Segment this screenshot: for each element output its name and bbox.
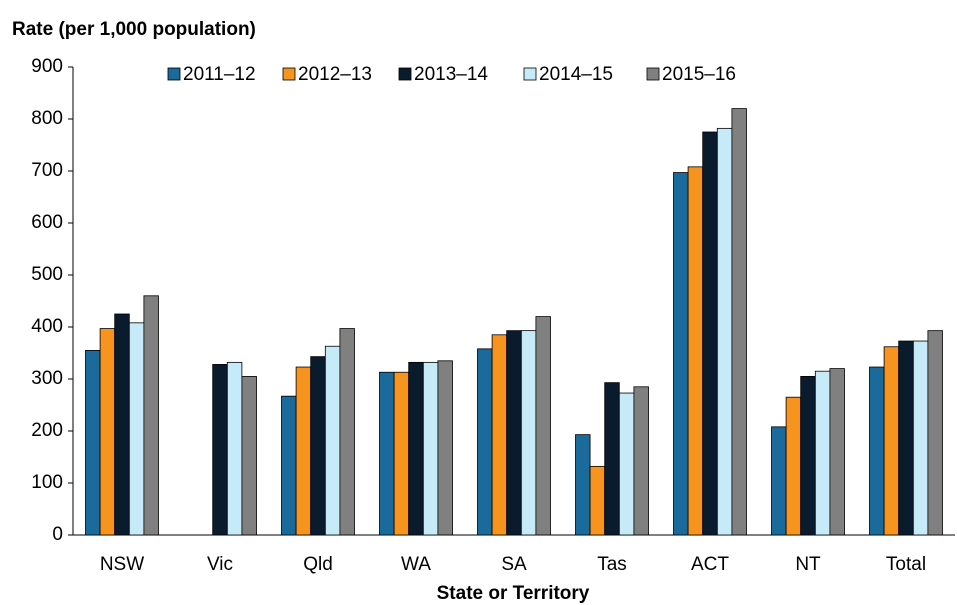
bar bbox=[114, 313, 130, 536]
bar bbox=[437, 360, 453, 536]
legend-swatch bbox=[523, 67, 537, 81]
x-axis-title: State or Territory bbox=[437, 583, 590, 604]
y-tick-label: 400 bbox=[31, 316, 63, 337]
bar bbox=[731, 108, 747, 536]
y-tick-label: 0 bbox=[52, 524, 63, 545]
legend-label: 2012–13 bbox=[298, 64, 372, 85]
x-tick-label: NT bbox=[795, 554, 821, 575]
bar bbox=[869, 366, 885, 536]
bar bbox=[814, 370, 831, 536]
bar bbox=[408, 361, 424, 536]
bar bbox=[687, 166, 704, 536]
bar bbox=[520, 330, 537, 536]
legend-swatch bbox=[398, 67, 412, 81]
x-tick-label: Tas bbox=[597, 554, 627, 575]
y-tick-label: 700 bbox=[31, 160, 63, 181]
y-tick-label: 800 bbox=[31, 108, 63, 129]
bar bbox=[422, 361, 439, 536]
bar bbox=[702, 131, 718, 536]
bar bbox=[618, 392, 635, 536]
bar bbox=[379, 371, 395, 536]
y-tick-label: 500 bbox=[31, 264, 63, 285]
bar bbox=[281, 395, 297, 536]
legend-swatch bbox=[282, 67, 296, 81]
bar bbox=[575, 434, 591, 536]
bar bbox=[829, 368, 845, 536]
legend-swatch bbox=[646, 67, 660, 81]
bar bbox=[716, 127, 733, 536]
y-tick-label: 600 bbox=[31, 212, 63, 233]
bar bbox=[491, 334, 508, 536]
bar bbox=[143, 295, 159, 536]
legend-label: 2011–12 bbox=[183, 64, 256, 85]
y-tick-label: 300 bbox=[31, 368, 63, 389]
x-tick-label: ACT bbox=[691, 554, 729, 575]
x-tick-label: Vic bbox=[207, 554, 233, 575]
bar bbox=[898, 340, 914, 536]
bar bbox=[535, 316, 551, 536]
bar bbox=[589, 465, 606, 536]
bar bbox=[99, 328, 116, 536]
y-tick-label: 100 bbox=[31, 472, 63, 493]
legend-swatch bbox=[167, 67, 181, 81]
x-tick-label: SA bbox=[501, 554, 527, 575]
bar bbox=[324, 345, 341, 536]
bar bbox=[604, 382, 620, 536]
x-tick-label: Total bbox=[886, 554, 926, 575]
y-tick-label: 900 bbox=[31, 56, 63, 77]
bar bbox=[212, 364, 228, 536]
x-tick-label: NSW bbox=[100, 554, 144, 575]
bar bbox=[128, 322, 145, 536]
bar bbox=[226, 361, 243, 536]
bar bbox=[477, 348, 493, 536]
bar bbox=[506, 330, 522, 536]
bar bbox=[771, 426, 787, 536]
bar bbox=[883, 346, 900, 536]
x-tick-label: WA bbox=[401, 554, 431, 575]
bar bbox=[927, 330, 943, 536]
bar bbox=[633, 386, 649, 536]
y-tick-label: 200 bbox=[31, 420, 63, 441]
x-tick-label: Qld bbox=[303, 554, 333, 575]
bar bbox=[673, 172, 689, 536]
bar bbox=[800, 375, 816, 536]
bar bbox=[310, 356, 326, 536]
legend-label: 2014–15 bbox=[539, 64, 613, 85]
bar bbox=[393, 371, 410, 536]
bar bbox=[912, 340, 929, 536]
bar bbox=[85, 349, 101, 536]
bar bbox=[295, 366, 312, 536]
bar bbox=[339, 328, 355, 536]
chart-title: Rate (per 1,000 population) bbox=[12, 19, 256, 40]
legend-label: 2015–16 bbox=[662, 64, 736, 85]
legend-label: 2013–14 bbox=[414, 64, 488, 85]
bar bbox=[785, 396, 802, 536]
bar bbox=[241, 375, 257, 536]
